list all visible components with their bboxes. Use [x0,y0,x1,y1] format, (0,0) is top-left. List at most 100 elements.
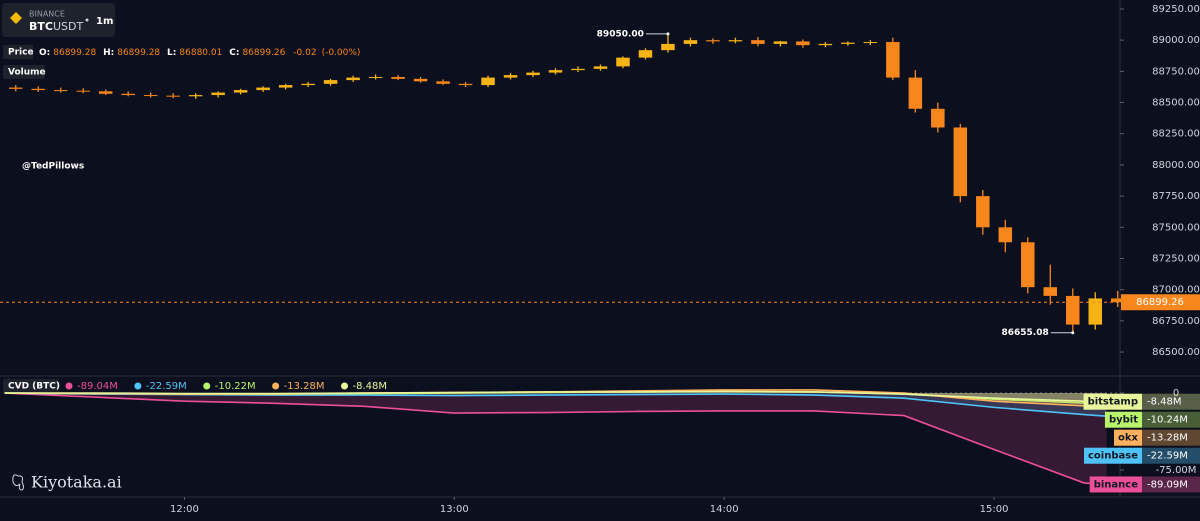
candle-body [481,77,495,86]
candle-body [211,92,225,96]
c-label: C: [229,48,239,58]
candle-body [436,81,450,84]
legend-icon [203,382,211,390]
exchange: BINANCE [29,10,65,19]
candle-body [683,40,698,44]
y-tick-label: 86750.00 [1152,316,1200,327]
end-label-value: -8.48M [1147,397,1182,408]
x-tick-label: 13:00 [440,504,469,515]
base: BTC [29,20,53,33]
x-tick-label: 12:00 [170,504,199,515]
candle-body [121,93,135,96]
price-label-bg [3,45,33,59]
annotation-label: 89050.00 [597,29,644,39]
end-label-value-bg [1142,447,1200,464]
legend-icon [341,382,348,390]
candle-body [751,40,765,44]
candle-body [53,90,68,92]
symbol-box: BINANCE BTCUSDT 1m [2,3,115,37]
legend-value: -8.48M [353,381,388,392]
y-tick-label: 88000.00 [1152,160,1200,171]
candle-body [998,227,1013,243]
end-label-name: okx [1118,433,1139,444]
candle-body [8,87,23,89]
cvd-line [4,392,1107,486]
quote: USDT [53,20,84,33]
o-value: 86899.28 [53,48,96,58]
legend: -89.04M -22.59M -10.22M -13.28M -8.48M [65,381,388,392]
y-tick-label: 89000.00 [1152,35,1200,46]
candle-body [661,43,675,51]
h-value: 86899.28 [117,48,160,58]
y-tick-label: 87250.00 [1152,253,1200,264]
candle-body [166,95,180,97]
candle-body [413,78,428,82]
y-tick-label: 88250.00 [1152,129,1200,140]
legend-icon [65,382,73,390]
end-label-value-bg [1142,411,1200,428]
price-label: Price [8,48,34,58]
candle-body [188,95,203,97]
end-label-name-bg [1104,411,1142,428]
end-label-name-bg [1114,429,1142,446]
end-label-name-bg [1084,447,1142,464]
y-tick-label: 88750.00 [1152,66,1200,77]
cvd-line [4,390,1107,403]
dot [85,18,89,22]
candle-body [143,95,158,97]
legend-value: -89.04M [77,381,118,392]
end-label-value-bg [1142,429,1200,446]
cvd-area [4,393,1107,417]
candle-body [728,40,743,42]
candle-body [976,196,990,228]
end-label-value: -13.28M [1147,433,1188,444]
volume-label-bg [3,65,45,79]
author-watermark: @TedPillows [22,162,84,172]
legend-value: -22.59M [146,381,187,392]
candle-body [301,83,315,86]
candle-body [98,91,113,94]
candle-body [818,43,833,46]
candle-body [458,83,473,86]
y-tick-label: 86500.00 [1152,347,1200,358]
candle-body [953,127,968,197]
candle-body [571,68,585,71]
candle-body [346,77,360,81]
ohlc: O: 86899.28 H: 86899.28 L: 86880.01 C: 86899… [39,48,360,58]
candle-body [886,42,900,78]
candle-body [1066,295,1080,325]
candle-body [1088,298,1103,325]
candle-body [616,57,630,67]
candle-body [368,76,383,78]
legend-value: -10.22M [215,381,256,392]
candle-body [256,87,270,91]
exchange-logo [10,12,22,24]
end-label-value-bg [1142,393,1200,410]
legend-icon [134,382,142,390]
end-label-value-bg [1142,476,1200,493]
o-label: O: [39,48,50,58]
y-tick-label: 89250.00 [1152,4,1200,15]
candle-body [863,42,878,44]
candle-body [76,90,90,92]
last-price-box [1121,294,1200,311]
cvd-title: CVD (BTC) [8,382,60,392]
end-label-value: -89.09M [1147,479,1188,490]
x-tick-label: 15:00 [980,504,1009,515]
symbol-bg [2,3,115,37]
annotation-dot [666,32,670,36]
brand-watermark: Kiyotaka.ai [31,473,122,492]
candle-body [1021,242,1035,288]
y-tick-label: 87000.00 [1152,285,1200,296]
candle-body [841,42,855,44]
legend-icon [272,382,280,390]
end-label-name-bg [1083,393,1142,410]
brand-logo [12,474,24,491]
candle-body [706,40,720,42]
candle-body [526,72,540,76]
candle-body [503,75,518,78]
candle-body [593,66,608,69]
candle-body [323,80,338,84]
candle-body [931,108,945,128]
